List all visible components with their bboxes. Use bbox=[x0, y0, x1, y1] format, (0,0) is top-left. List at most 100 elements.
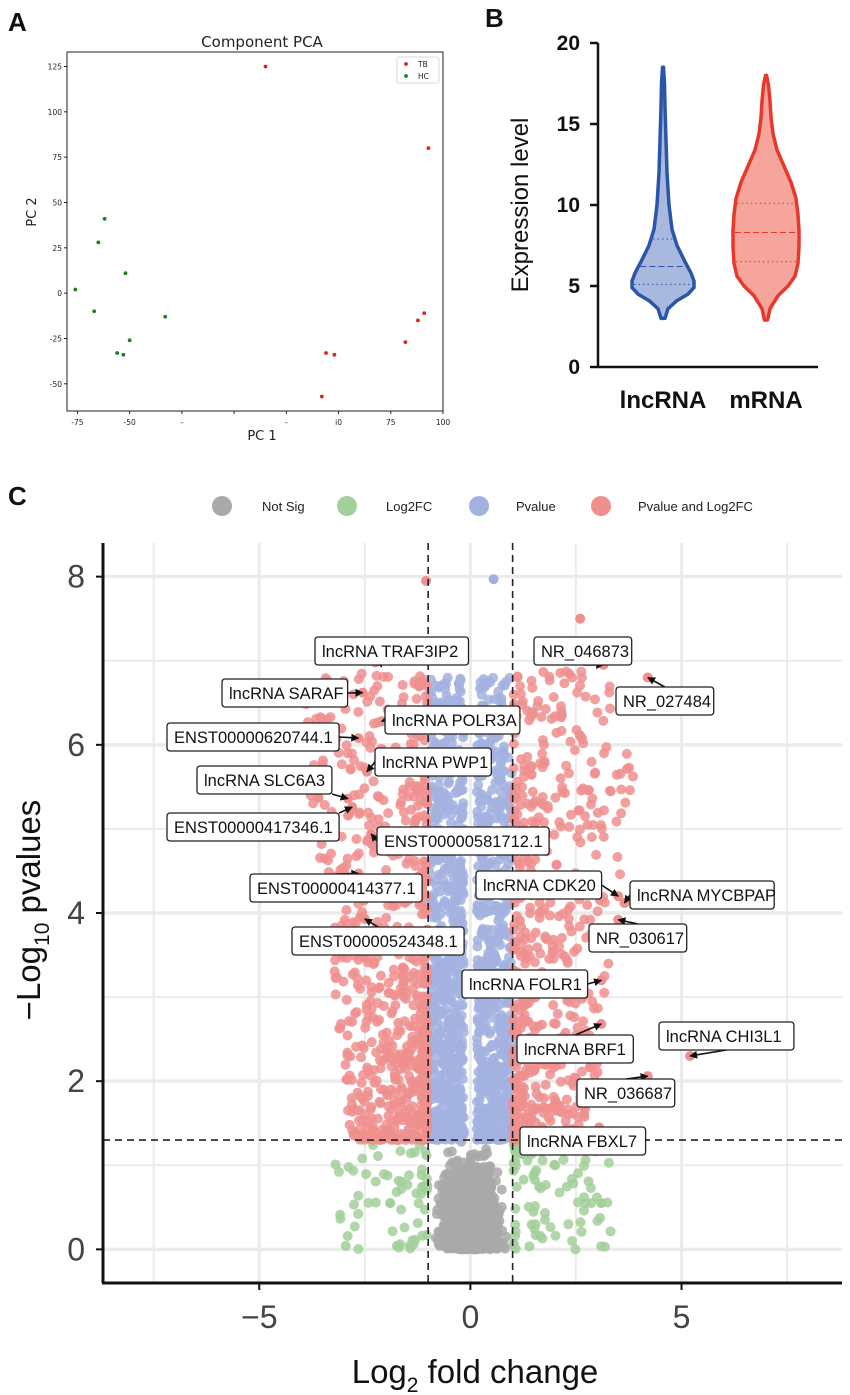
volcano-point bbox=[342, 1030, 353, 1041]
volcano-point bbox=[445, 1091, 456, 1102]
volcano-point bbox=[458, 1204, 469, 1215]
volcano-point bbox=[412, 1218, 423, 1229]
volcano-point bbox=[338, 976, 349, 987]
volcano-point bbox=[449, 892, 460, 903]
volcano-point bbox=[417, 1049, 428, 1060]
volcano-point bbox=[565, 901, 576, 912]
volcano-point bbox=[605, 1226, 616, 1237]
gene-label: lncRNA PWP1 bbox=[374, 747, 492, 777]
volcano-point bbox=[358, 1043, 369, 1054]
volcano-point bbox=[411, 693, 422, 704]
pca-x-tick-label: -50 bbox=[124, 418, 136, 427]
legend-label: Pvalue and Log2FC bbox=[638, 499, 753, 514]
volcano-point bbox=[476, 689, 487, 700]
volcano-point bbox=[472, 935, 483, 946]
volcano-point bbox=[560, 1116, 571, 1127]
volcano-point bbox=[616, 808, 627, 819]
volcano-point bbox=[384, 988, 395, 999]
volcano-point bbox=[508, 689, 519, 700]
volcano-point bbox=[370, 1197, 381, 1208]
volcano-point bbox=[400, 815, 411, 826]
gene-label: ENST00000581712.1 bbox=[376, 826, 550, 856]
volcano-point bbox=[384, 1035, 395, 1046]
volcano-point bbox=[351, 1041, 362, 1052]
volcano-point bbox=[503, 752, 514, 763]
volcano-point bbox=[501, 1052, 512, 1063]
volcano-point bbox=[398, 784, 409, 795]
volcano-x-tick-label: −5 bbox=[241, 1299, 277, 1335]
volcano-point bbox=[444, 1076, 455, 1087]
volcano-point bbox=[550, 792, 561, 803]
volcano-point bbox=[356, 668, 367, 679]
gene-label: lncRNA MYCBPAP bbox=[629, 880, 776, 910]
volcano-point bbox=[466, 1187, 477, 1198]
volcano-point bbox=[353, 954, 364, 965]
volcano-point bbox=[508, 762, 519, 773]
volcano-point bbox=[555, 773, 566, 784]
volcano-point bbox=[345, 1051, 356, 1062]
volcano-point bbox=[346, 1075, 357, 1086]
gene-label-text: lncRNA PWP1 bbox=[382, 754, 488, 772]
volcano-point bbox=[488, 1129, 499, 1140]
volcano-point bbox=[621, 748, 632, 759]
volcano-point bbox=[524, 1064, 535, 1075]
volcano-point bbox=[378, 1000, 389, 1011]
gene-label-text: ENST00000414377.1 bbox=[257, 880, 416, 898]
volcano-point bbox=[441, 1066, 452, 1077]
violin-y-tick-label: 15 bbox=[557, 113, 581, 136]
volcano-point bbox=[439, 1112, 450, 1123]
volcano-point bbox=[412, 800, 423, 811]
volcano-point bbox=[416, 1169, 427, 1180]
volcano-point bbox=[374, 1055, 385, 1066]
panel-label-c: C bbox=[8, 481, 27, 511]
volcano-point bbox=[544, 953, 555, 964]
volcano-point bbox=[508, 1101, 519, 1112]
volcano-point bbox=[445, 978, 456, 989]
volcano-point bbox=[548, 934, 559, 945]
volcano-point bbox=[549, 1159, 560, 1170]
volcano-point bbox=[545, 1222, 556, 1233]
pca-point-tb bbox=[416, 318, 420, 323]
volcano-point bbox=[369, 685, 380, 696]
volcano-point bbox=[592, 906, 603, 917]
volcano-point bbox=[444, 1160, 455, 1171]
volcano-point bbox=[434, 1005, 445, 1016]
volcano-point bbox=[501, 997, 512, 1008]
volcano-point bbox=[535, 1230, 546, 1241]
volcano-point bbox=[403, 1131, 414, 1142]
volcano-point bbox=[465, 1149, 476, 1160]
volcano-point bbox=[517, 1096, 528, 1107]
pca-y-tick-label: 25 bbox=[52, 244, 62, 253]
violin-y-label: Expression level bbox=[507, 118, 534, 293]
legend-marker bbox=[212, 496, 232, 516]
volcano-point bbox=[352, 980, 363, 991]
volcano-point bbox=[481, 791, 492, 802]
volcano-point bbox=[554, 911, 565, 922]
volcano-point bbox=[396, 1053, 407, 1064]
gene-label: lncRNA CDK20 bbox=[475, 870, 603, 900]
volcano-point bbox=[515, 688, 526, 699]
volcano-point bbox=[558, 1154, 569, 1165]
volcano-point bbox=[481, 679, 492, 690]
volcano-point bbox=[396, 1204, 407, 1215]
volcano-point bbox=[356, 1077, 367, 1088]
volcano-point bbox=[513, 1071, 524, 1082]
volcano-point bbox=[367, 1012, 378, 1023]
volcano-point bbox=[548, 692, 559, 703]
label-arrow bbox=[366, 761, 376, 773]
volcano-point bbox=[454, 857, 465, 868]
gene-label: lncRNA FOLR1 bbox=[461, 969, 589, 999]
gene-label-text: lncRNA CHI3L1 bbox=[666, 1028, 782, 1046]
volcano-point bbox=[414, 1110, 425, 1121]
label-arrow bbox=[331, 792, 349, 801]
volcano-point bbox=[361, 975, 372, 986]
pca-x-tick-label: - bbox=[285, 418, 288, 427]
volcano-point bbox=[575, 680, 586, 691]
volcano-point bbox=[395, 800, 406, 811]
volcano-point bbox=[572, 1022, 583, 1033]
volcano-point bbox=[383, 977, 394, 988]
volcano-point bbox=[370, 1176, 381, 1187]
volcano-point bbox=[517, 999, 528, 1010]
volcano-point bbox=[342, 1230, 353, 1241]
volcano-point bbox=[438, 1021, 449, 1032]
